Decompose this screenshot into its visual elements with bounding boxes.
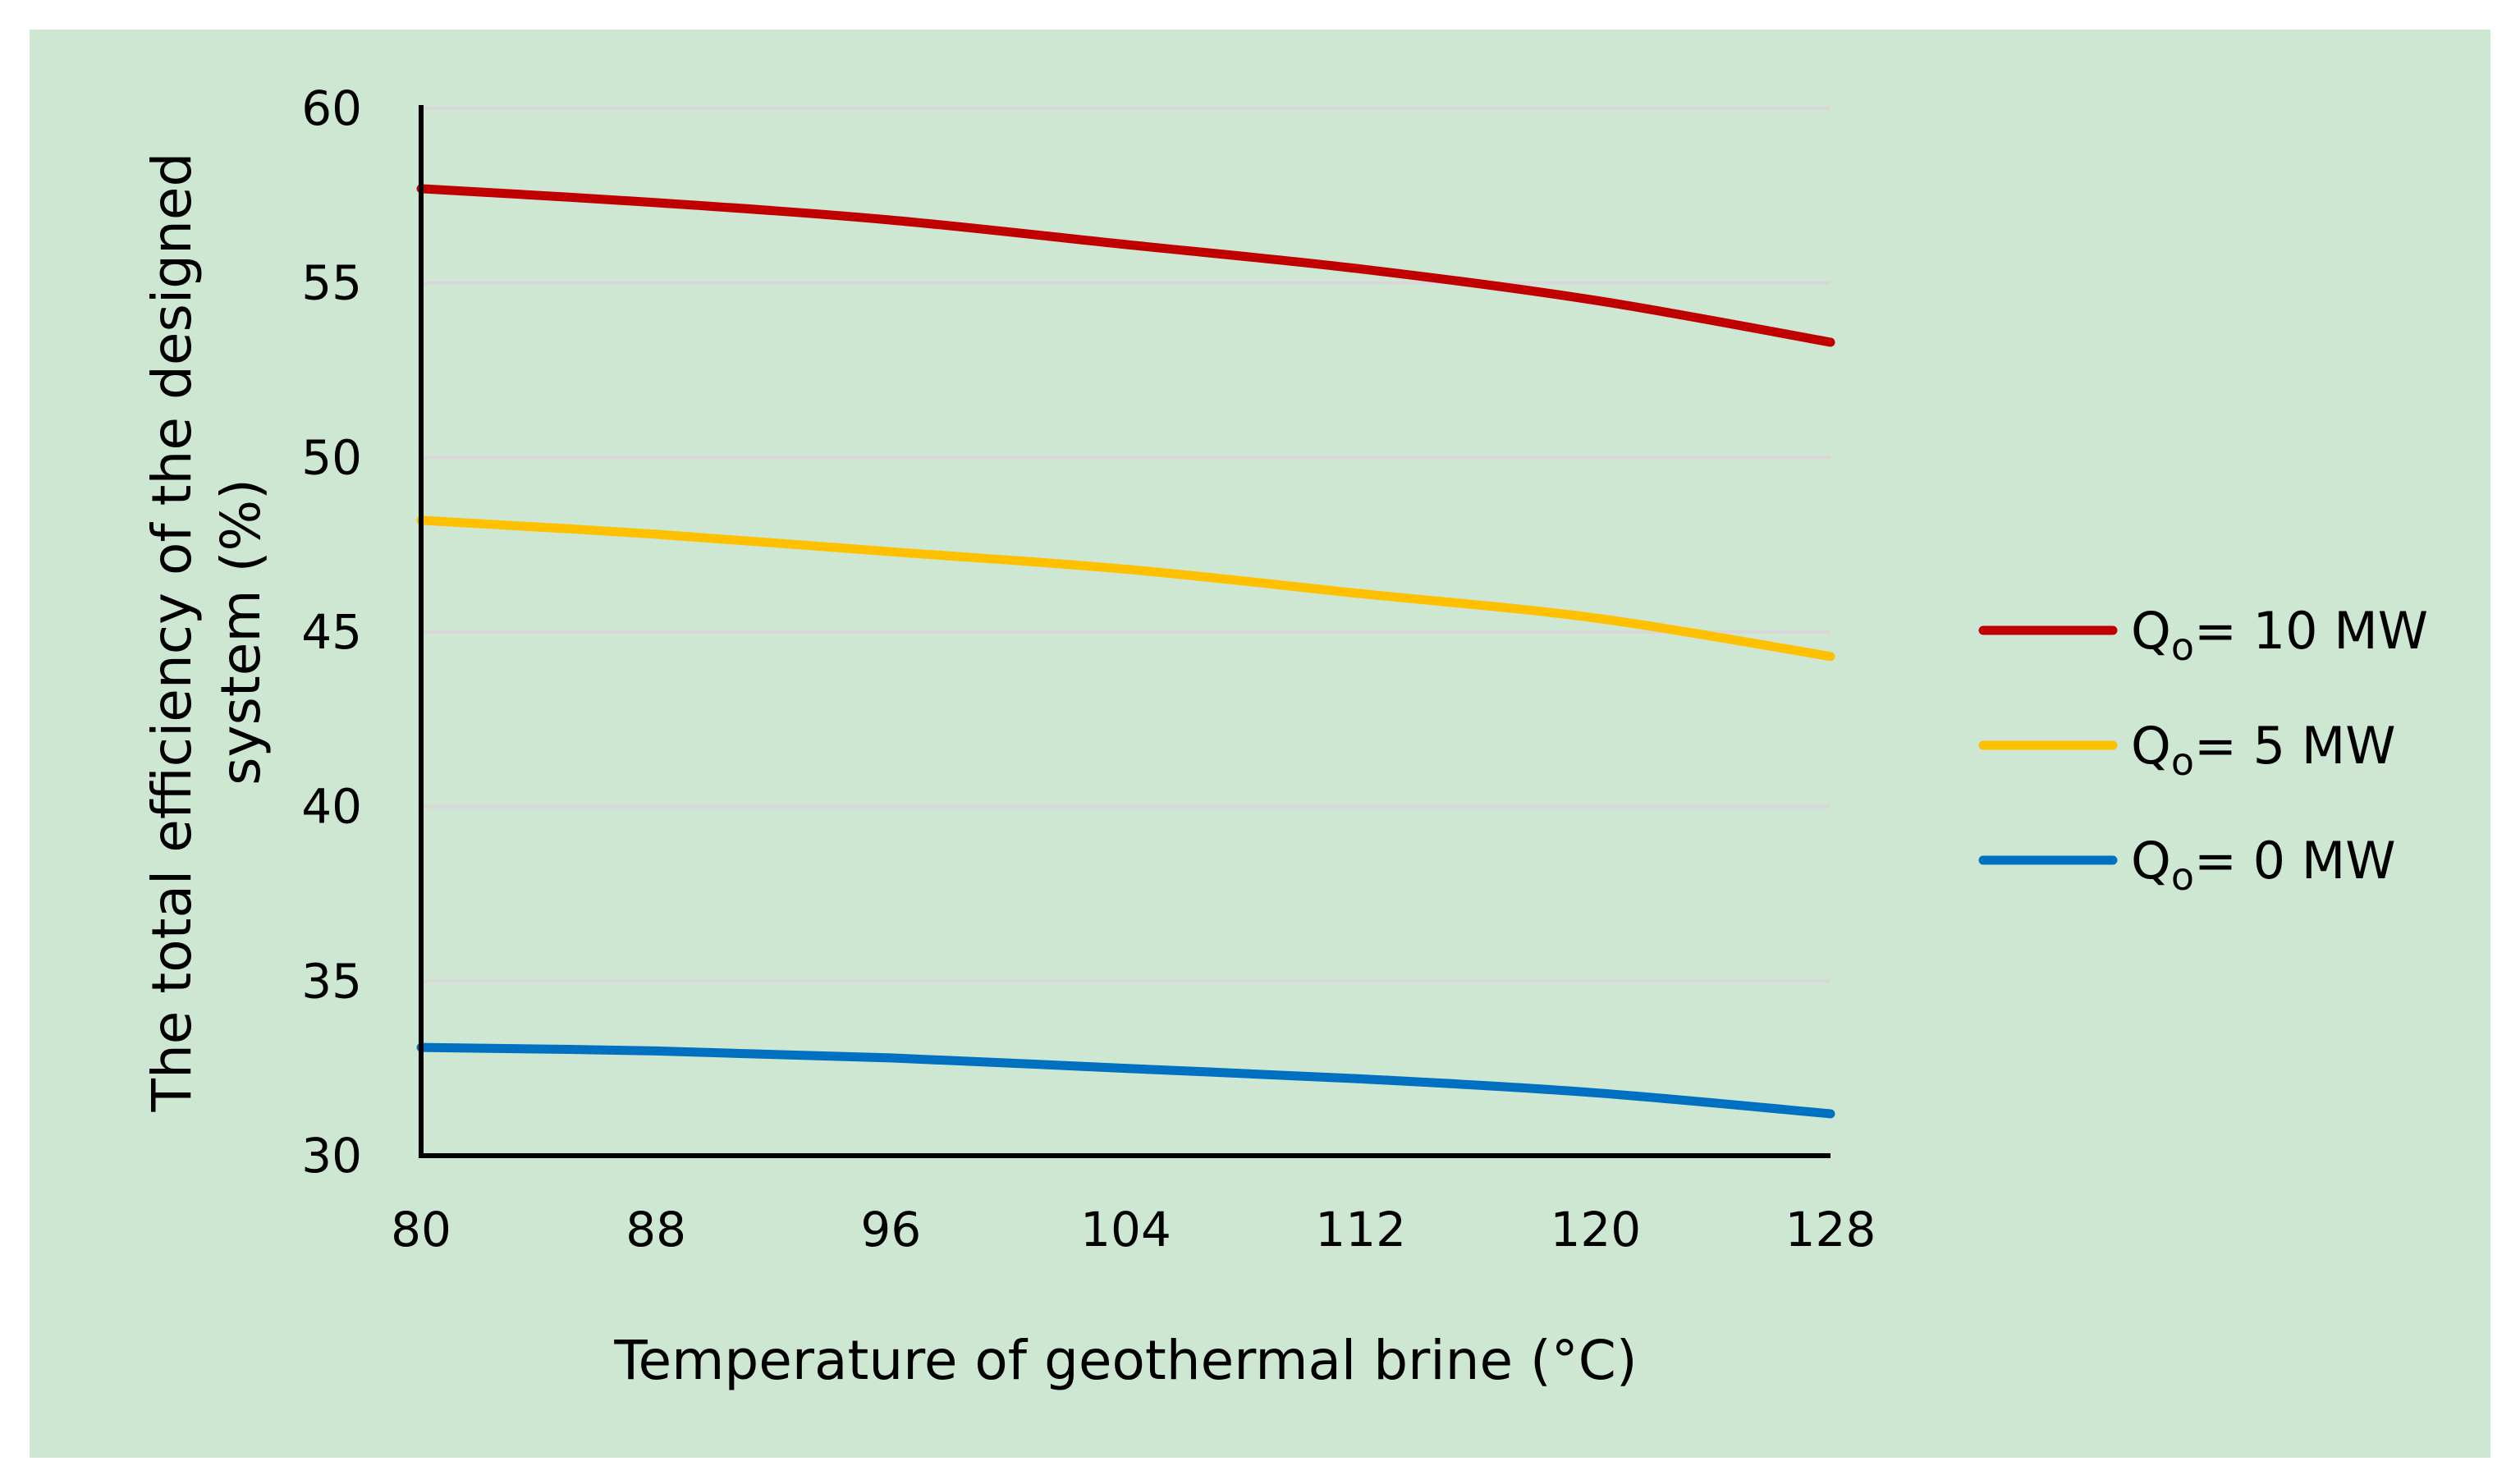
gridlines [421, 107, 1830, 983]
series-lines [416, 184, 1835, 1119]
chart-area: 30 35 40 45 50 55 60 80 88 96 104 112 120 128 Temper… [30, 30, 2490, 1458]
x-tick-label: 128 [1785, 1202, 1876, 1257]
series-line-2 [416, 515, 1835, 662]
legend-label: Qo= 0 MW [2131, 831, 2396, 899]
legend-label: Qo= 5 MW [2131, 716, 2396, 784]
x-tick-label: 104 [1080, 1202, 1171, 1257]
y-tick-labels: 30 35 40 45 50 55 60 [301, 80, 362, 1184]
x-axis-title: Temperature of geothermal brine (°C) [613, 1329, 1637, 1392]
x-tick-label: 112 [1315, 1202, 1406, 1257]
y-tick-label: 30 [301, 1128, 362, 1184]
axes [419, 105, 1830, 1158]
x-tick-label: 88 [625, 1202, 686, 1257]
x-tick-labels: 80 88 96 104 112 120 128 [391, 1202, 1876, 1257]
y-tick-label: 45 [301, 604, 362, 660]
series-line-3 [416, 1042, 1835, 1119]
y-tick-label: 40 [301, 779, 362, 835]
y-axis-title-line: The total efficiency of the designed [140, 153, 204, 1113]
y-axis-title: The total efficiency of the designed syst… [140, 153, 273, 1113]
series-line-1 [416, 184, 1835, 347]
legend-label: Qo= 10 MW [2131, 601, 2428, 669]
legend-entry: Qo= 5 MW [1978, 716, 2396, 784]
legend-entry: Qo= 10 MW [1978, 601, 2428, 669]
line-chart: 30 35 40 45 50 55 60 80 88 96 104 112 120 128 Temper… [30, 30, 2490, 1458]
legend: Qo= 10 MW Qo= 5 MW Qo= 0 MW [1978, 601, 2428, 899]
y-tick-label: 55 [301, 255, 362, 311]
x-tick-label: 96 [860, 1202, 921, 1257]
x-tick-label: 80 [391, 1202, 451, 1257]
y-axis-title-line: system (%) [209, 479, 273, 786]
y-tick-label: 50 [301, 429, 362, 485]
x-tick-label: 120 [1550, 1202, 1641, 1257]
y-tick-label: 35 [301, 953, 362, 1009]
y-tick-label: 60 [301, 80, 362, 136]
legend-entry: Qo= 0 MW [1978, 831, 2396, 899]
